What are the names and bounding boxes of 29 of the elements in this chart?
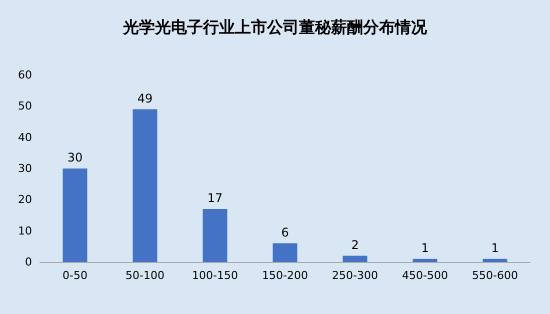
y-tick-label: 30 bbox=[18, 162, 32, 175]
y-tick-label: 10 bbox=[18, 224, 32, 238]
data-label: 1 bbox=[421, 240, 429, 255]
y-tick-label: 60 bbox=[18, 68, 32, 82]
data-label: 1 bbox=[491, 240, 499, 255]
bar bbox=[132, 109, 158, 262]
bar bbox=[342, 256, 368, 262]
data-label: 17 bbox=[207, 191, 223, 206]
y-tick-label: 40 bbox=[18, 130, 32, 144]
bar bbox=[62, 168, 88, 262]
bar bbox=[272, 243, 298, 262]
data-label: 6 bbox=[281, 225, 289, 240]
x-tick-label: 550-600 bbox=[472, 269, 518, 282]
bar bbox=[412, 258, 438, 262]
x-tick-label: 0-50 bbox=[62, 269, 88, 282]
x-tick-label: 100-150 bbox=[192, 269, 238, 282]
bar bbox=[202, 209, 228, 262]
y-tick-label: 20 bbox=[18, 193, 32, 206]
bar bbox=[482, 258, 508, 262]
data-label: 2 bbox=[351, 238, 359, 252]
x-tick-label: 450-500 bbox=[402, 269, 448, 282]
x-tick-label: 150-200 bbox=[262, 269, 308, 282]
x-tick-label: 250-300 bbox=[332, 269, 378, 282]
data-label: 30 bbox=[67, 150, 83, 164]
x-tick-label: 50-100 bbox=[126, 269, 164, 282]
y-tick-label: 50 bbox=[18, 100, 32, 113]
chart-title: 光学光电子行业上市公司董秘薪酬分布情况 bbox=[122, 18, 428, 36]
data-label: 49 bbox=[137, 91, 153, 106]
y-tick-label: 0 bbox=[25, 256, 32, 268]
